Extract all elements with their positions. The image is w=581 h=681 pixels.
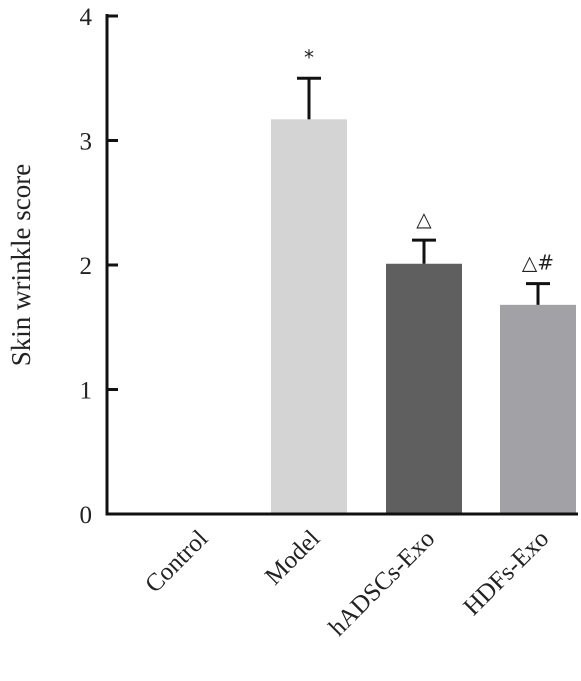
x-category-label: hADSCs-Exo (324, 525, 440, 641)
significance-marker: △ (416, 207, 432, 231)
y-tick-label: 2 (80, 253, 93, 280)
x-category-label: Model (260, 525, 325, 590)
y-tick-label: 4 (80, 4, 93, 31)
bar-model (271, 119, 347, 515)
bar-hadscs-exo (386, 263, 462, 514)
y-tick-label: 1 (80, 378, 93, 405)
significance-marker: * (304, 45, 314, 69)
x-category-label: HDFs-Exo (459, 525, 555, 621)
x-category-label: Control (140, 525, 213, 598)
bar-hdfs-exo (500, 304, 576, 514)
y-axis-title: Skin wrinkle score (6, 164, 36, 366)
y-tick-label: 0 (80, 502, 93, 529)
y-tick-label: 3 (80, 129, 93, 156)
significance-marker: △# (522, 251, 554, 275)
